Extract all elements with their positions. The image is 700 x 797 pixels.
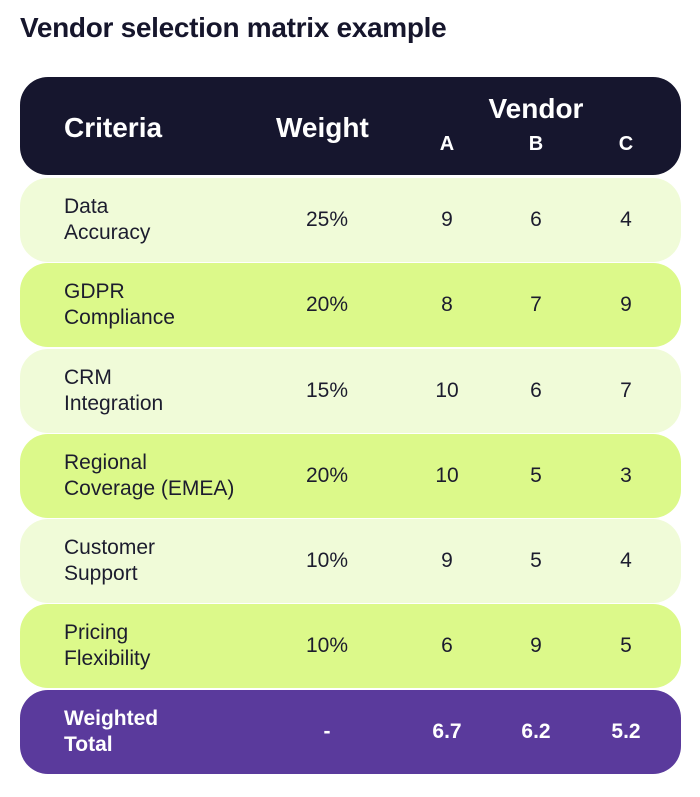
- criteria-line: CRM: [64, 366, 112, 389]
- score: 10: [435, 464, 459, 487]
- score: 9: [620, 293, 632, 316]
- criteria-line: Weighted: [64, 707, 159, 730]
- table-row: Regional Coverage (EMEA) 20% 10 5 3: [20, 434, 681, 518]
- score: 4: [620, 208, 632, 231]
- score: 5: [620, 634, 632, 657]
- criteria: Weighted Total: [64, 706, 158, 758]
- weight: 25%: [305, 208, 349, 231]
- criteria: Pricing Flexibility: [64, 620, 150, 672]
- table-row: Customer Support 10% 9 5 4: [20, 519, 681, 603]
- criteria-line: Regional: [64, 451, 147, 474]
- criteria: Data Accuracy: [64, 194, 150, 246]
- header-vendor-letter: C: [618, 133, 634, 155]
- table-row: Weighted Total - 6.7 6.2 5.2: [20, 690, 681, 774]
- score: 6.2: [521, 720, 551, 743]
- score: 9: [441, 208, 453, 231]
- criteria: GDPR Compliance: [64, 279, 175, 331]
- score: 5.2: [611, 720, 641, 743]
- criteria-line: Customer: [64, 536, 156, 559]
- header-vendor-letter: B: [528, 133, 544, 155]
- table-row: CRM Integration 15% 10 6 7: [20, 349, 681, 433]
- score: 5: [530, 549, 542, 572]
- criteria: CRM Integration: [64, 365, 163, 417]
- score: 5: [530, 464, 542, 487]
- score: 6: [530, 208, 542, 231]
- criteria-line: Data: [64, 195, 109, 218]
- header-criteria: Criteria: [64, 112, 163, 143]
- criteria: Regional Coverage (EMEA): [64, 450, 234, 502]
- weight: 10%: [305, 549, 349, 572]
- table-row: GDPR Compliance 20% 8 7 9: [20, 263, 681, 347]
- header-vendor-letter: A: [439, 133, 455, 155]
- criteria-line: GDPR: [64, 280, 125, 303]
- criteria-line: Accuracy: [64, 221, 151, 244]
- score: 7: [620, 379, 632, 402]
- table-row: Pricing Flexibility 10% 6 9 5: [20, 604, 681, 688]
- criteria-line: Flexibility: [64, 647, 151, 670]
- criteria-line: Coverage (EMEA): [64, 477, 235, 500]
- score: 4: [620, 549, 632, 572]
- score: 9: [530, 634, 542, 657]
- criteria-line: Compliance: [64, 306, 175, 329]
- score: 3: [620, 464, 632, 487]
- criteria-line: Pricing: [64, 621, 129, 644]
- score: 8: [441, 293, 453, 316]
- weight: 20%: [305, 293, 349, 316]
- weight: 10%: [305, 634, 349, 657]
- header-vendor: Vendor: [488, 93, 584, 124]
- header-row: Criteria Weight Vendor A B C: [20, 77, 681, 175]
- weight: 15%: [305, 379, 349, 402]
- table-row: Data Accuracy 25% 9 6 4: [20, 178, 681, 262]
- weight: 20%: [305, 464, 349, 487]
- page-title: Vendor selection matrix example: [20, 12, 447, 43]
- criteria-line: Support: [64, 562, 138, 585]
- header-weight: Weight: [276, 112, 369, 143]
- criteria-line: Total: [64, 733, 113, 756]
- score: 6.7: [432, 720, 462, 743]
- criteria: Customer Support: [64, 535, 155, 587]
- score: 9: [441, 549, 453, 572]
- weight: -: [323, 720, 331, 743]
- score: 7: [530, 293, 542, 316]
- criteria-line: Integration: [64, 392, 164, 415]
- score: 6: [441, 634, 453, 657]
- score: 6: [530, 379, 542, 402]
- score: 10: [435, 379, 459, 402]
